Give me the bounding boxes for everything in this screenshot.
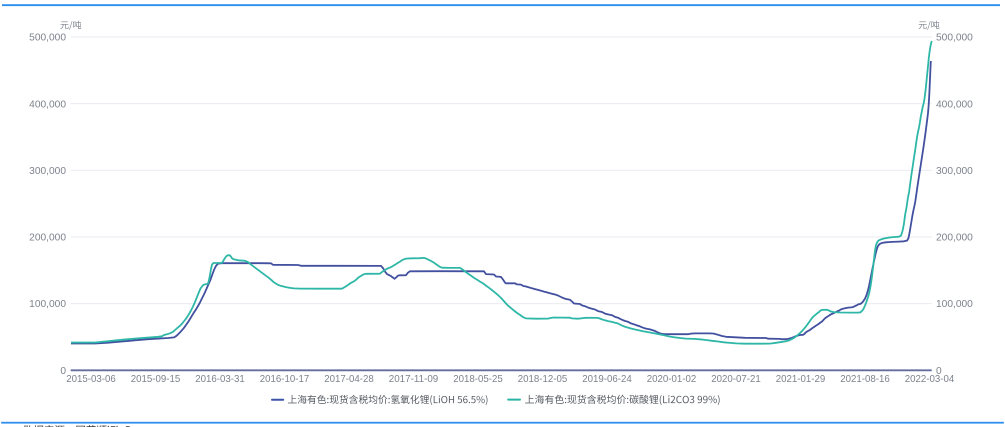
- svg-text:100,000: 100,000: [29, 299, 66, 310]
- svg-text:2018-12-05: 2018-12-05: [518, 374, 568, 385]
- svg-text:2020-01-02: 2020-01-02: [647, 374, 697, 385]
- svg-text:2017-04-28: 2017-04-28: [324, 374, 374, 385]
- svg-text:2021-01-29: 2021-01-29: [776, 374, 826, 385]
- svg-text:0: 0: [60, 366, 66, 377]
- svg-text:300,000: 300,000: [936, 166, 973, 177]
- svg-text:2022-03-04: 2022-03-04: [905, 374, 955, 385]
- svg-text:2016-03-31: 2016-03-31: [195, 374, 245, 385]
- svg-text:2015-03-06: 2015-03-06: [66, 374, 116, 385]
- svg-text:2017-11-09: 2017-11-09: [389, 374, 439, 385]
- svg-text:200,000: 200,000: [29, 233, 66, 244]
- svg-text:400,000: 400,000: [29, 99, 66, 110]
- svg-text:200,000: 200,000: [936, 233, 973, 244]
- svg-text:2021-08-16: 2021-08-16: [840, 374, 890, 385]
- svg-text:500,000: 500,000: [29, 33, 66, 44]
- svg-text:100,000: 100,000: [936, 299, 973, 310]
- svg-text:2020-07-21: 2020-07-21: [711, 374, 761, 385]
- svg-text:0: 0: [936, 366, 942, 377]
- svg-text:400,000: 400,000: [936, 99, 973, 110]
- svg-text:300,000: 300,000: [29, 166, 66, 177]
- svg-text:500,000: 500,000: [936, 33, 973, 44]
- svg-text:2018-05-25: 2018-05-25: [453, 374, 503, 385]
- svg-text:2019-06-24: 2019-06-24: [582, 374, 632, 385]
- svg-text:2015-09-15: 2015-09-15: [131, 374, 181, 385]
- svg-text:2016-10-17: 2016-10-17: [260, 374, 310, 385]
